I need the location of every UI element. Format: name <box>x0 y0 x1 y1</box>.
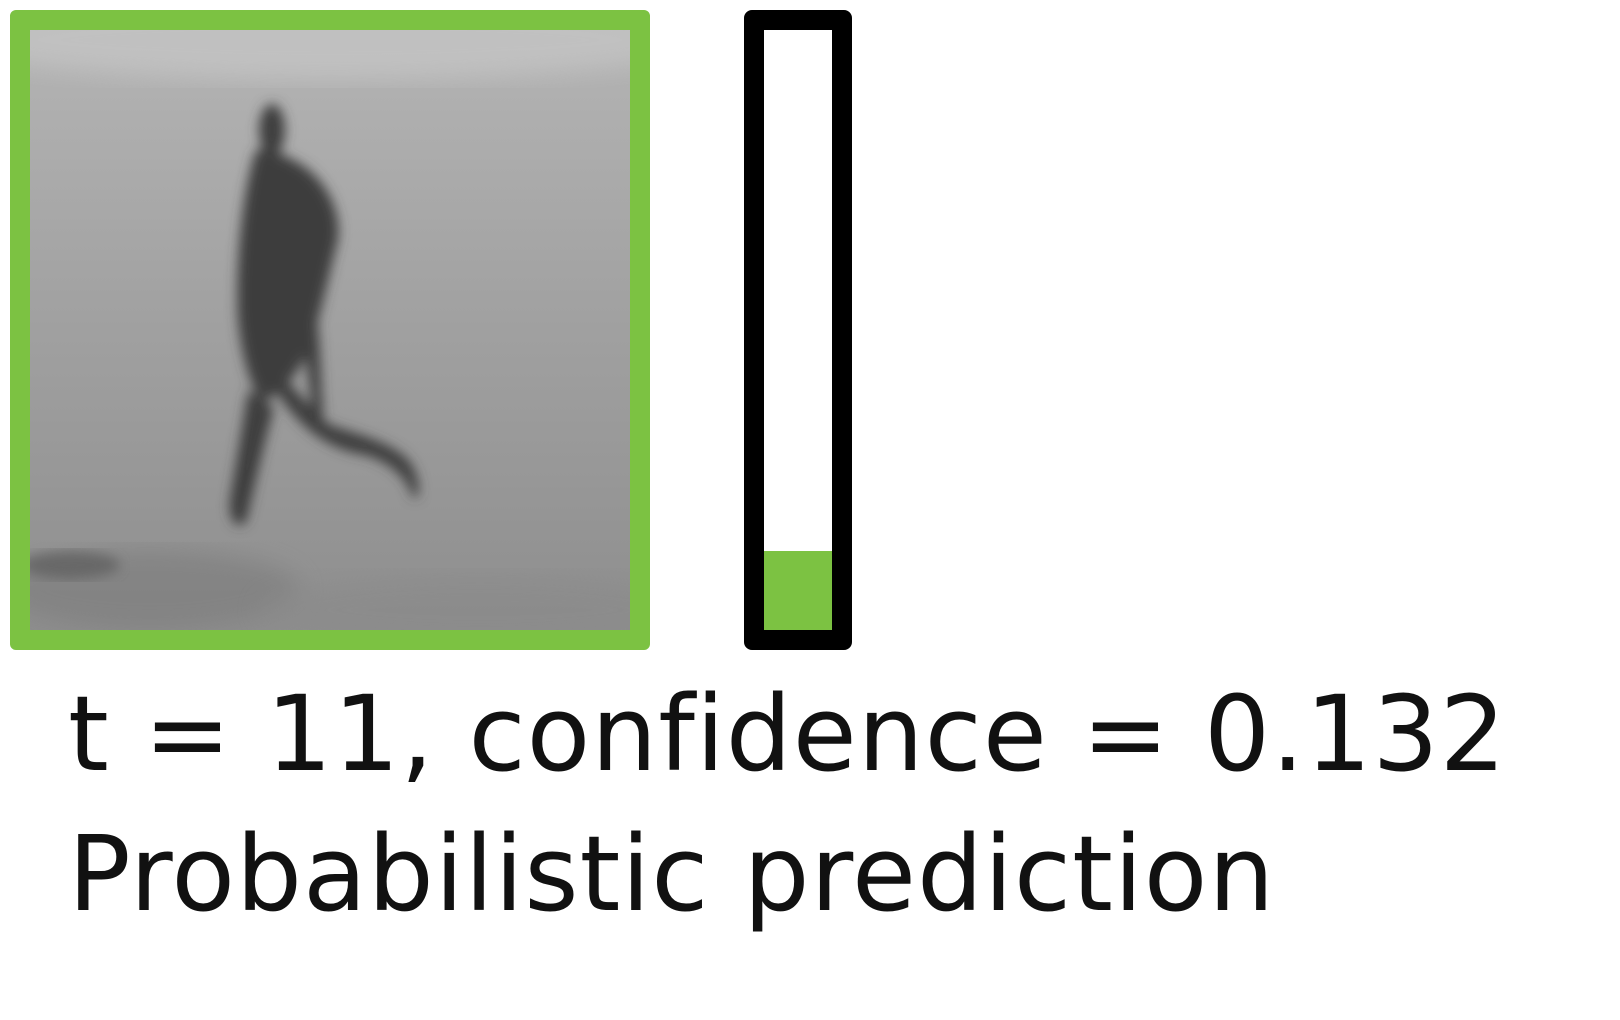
confidence-meter-fill <box>764 550 832 630</box>
confidence-meter <box>744 10 852 650</box>
timestep-confidence-label: t = 11, confidence = 0.132 <box>68 673 1507 795</box>
prediction-mode-label: Probabilistic prediction <box>68 813 1276 935</box>
video-frame <box>10 10 650 650</box>
running-person-image <box>30 30 630 630</box>
